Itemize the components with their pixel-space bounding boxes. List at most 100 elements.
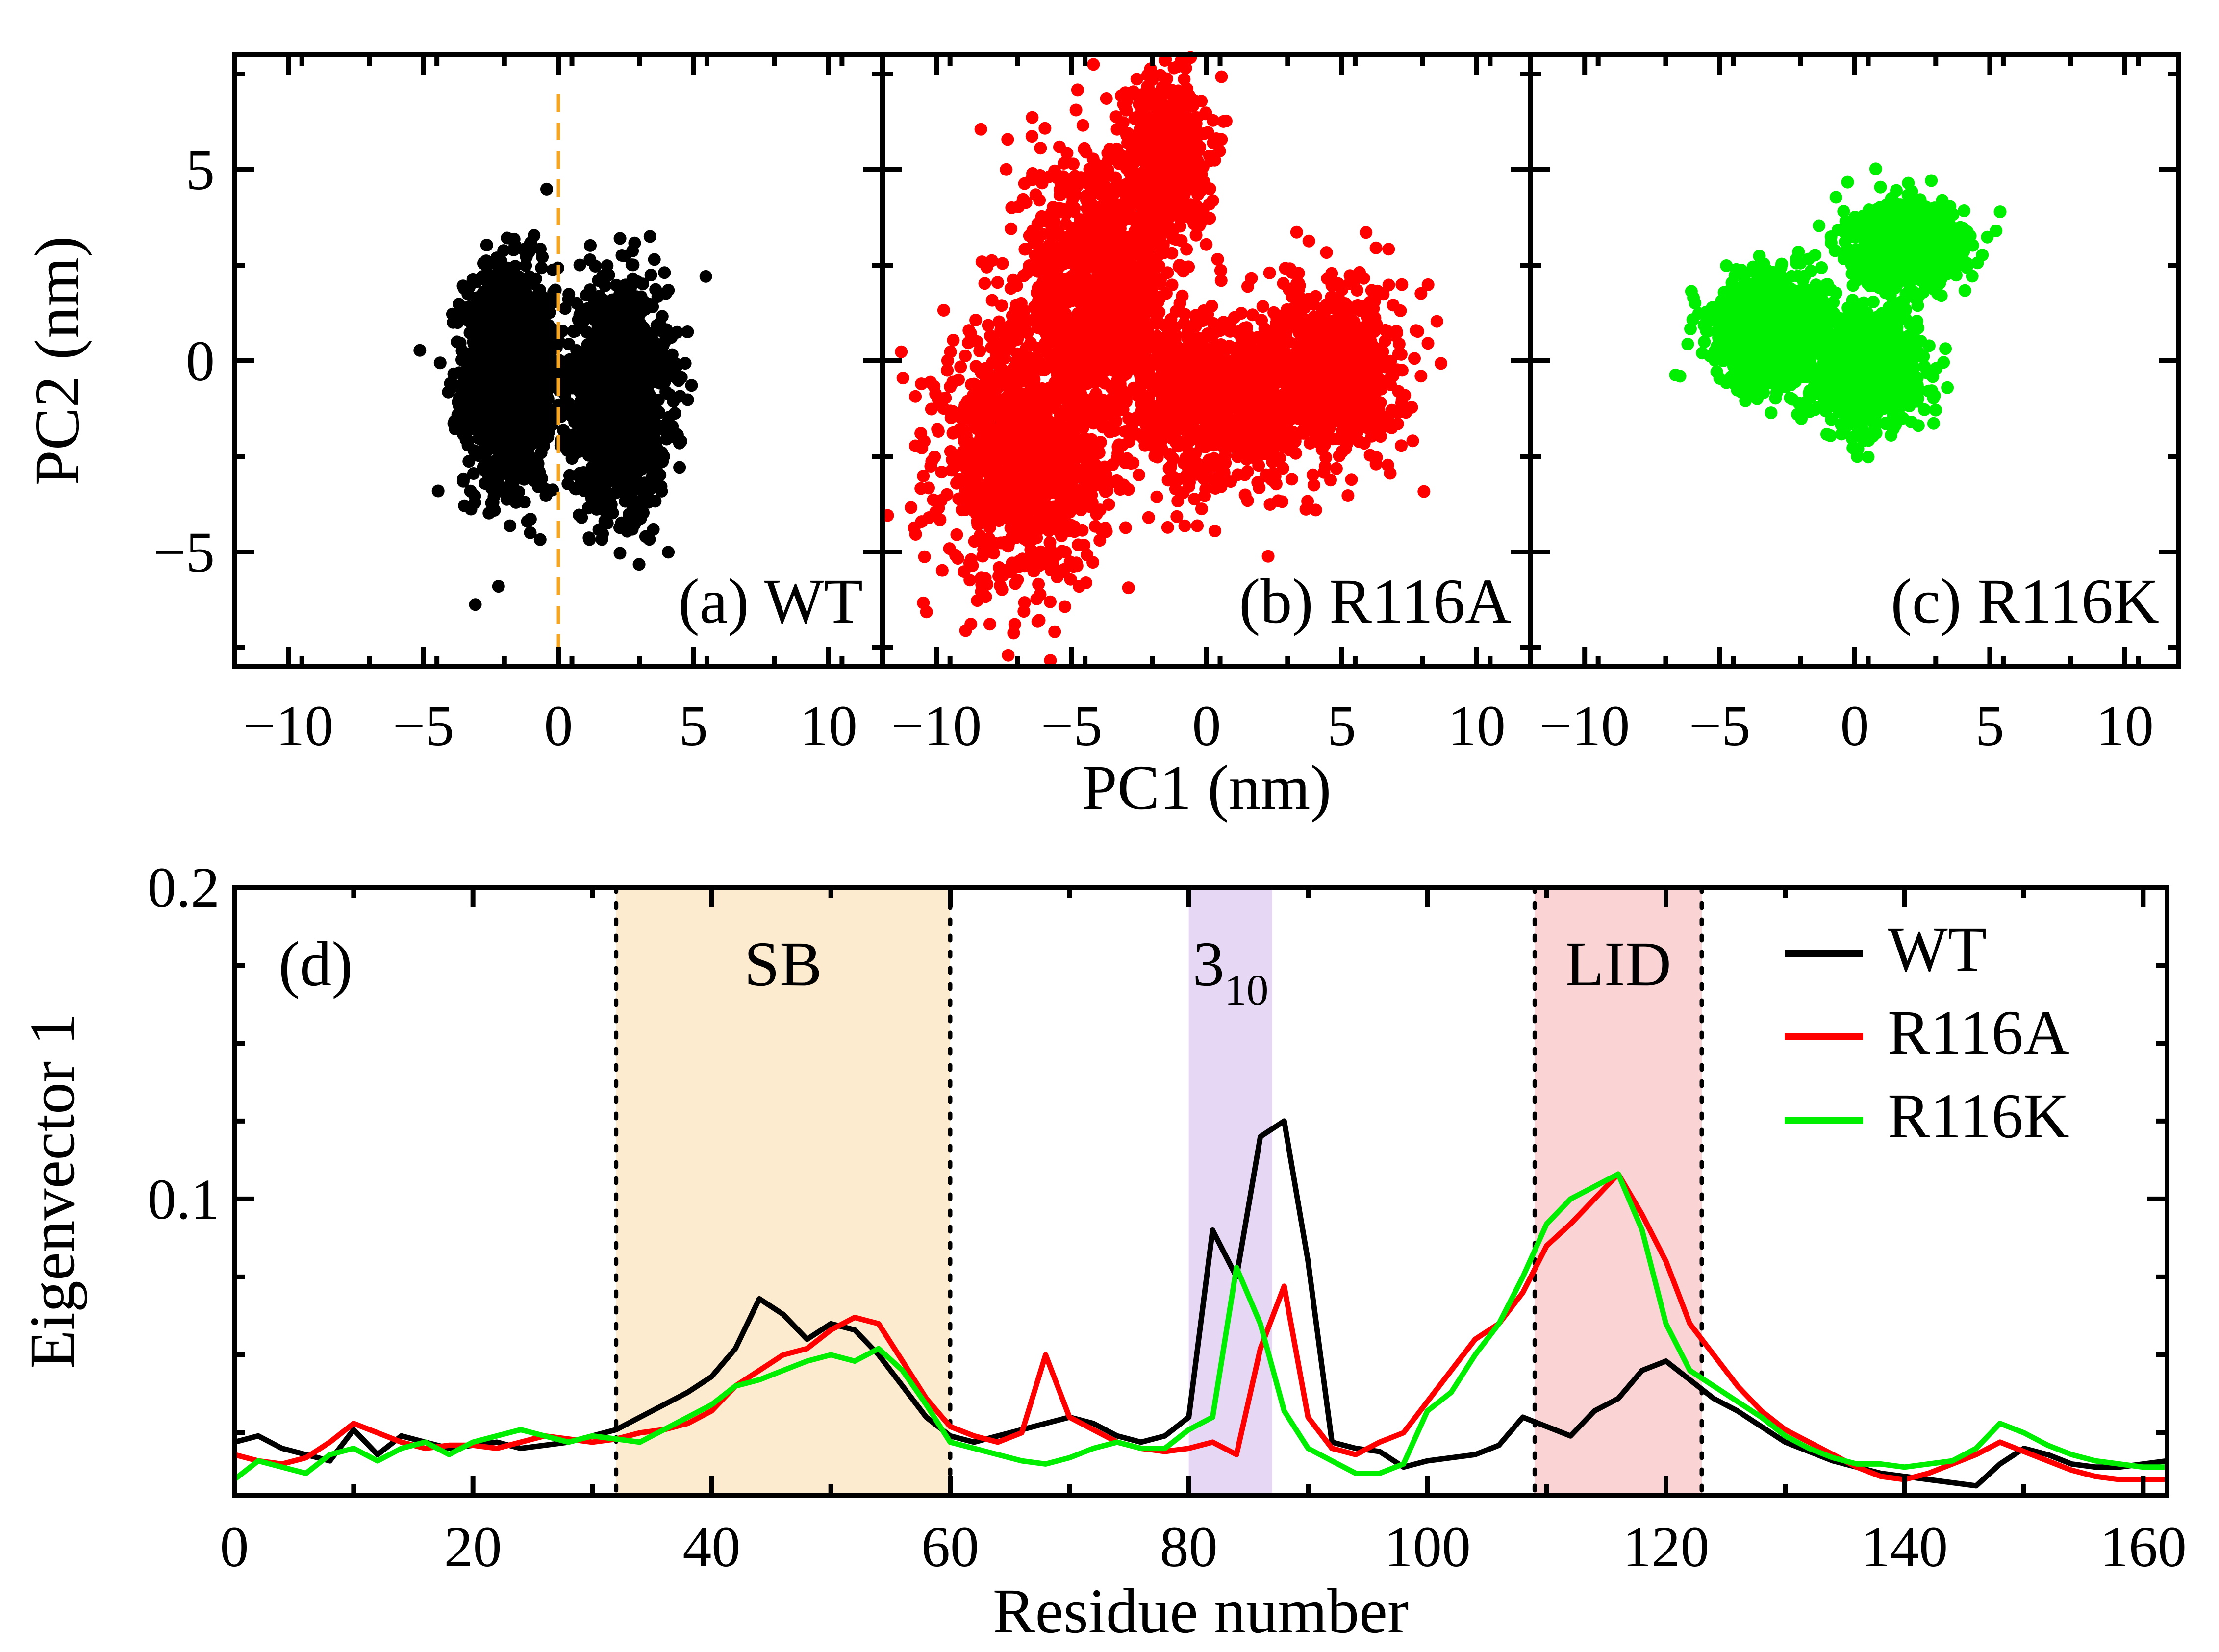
r116a-point xyxy=(1002,649,1015,662)
r116a-point xyxy=(1100,92,1113,105)
r116a-point xyxy=(895,345,908,358)
wt-point xyxy=(624,523,637,536)
r116a-point xyxy=(1054,409,1067,422)
r116a-point xyxy=(1040,471,1054,484)
r116a-point xyxy=(1053,352,1066,366)
r116a-point xyxy=(1027,565,1040,578)
r116a-point xyxy=(1030,592,1043,605)
r116a-point xyxy=(1070,556,1083,570)
r116a-point xyxy=(984,330,998,343)
r116a-point xyxy=(1048,625,1061,638)
wt-point xyxy=(665,331,678,344)
r116a-point xyxy=(975,255,988,269)
wt-point xyxy=(464,502,478,516)
wt-point xyxy=(459,433,473,446)
r116a-point xyxy=(1030,413,1043,426)
r116a-point xyxy=(995,474,1009,486)
r116a-point xyxy=(1076,119,1089,132)
wt-point xyxy=(511,418,525,431)
r116a-point xyxy=(968,535,981,548)
r116a-point xyxy=(1069,188,1082,201)
x-tick-label: −10 xyxy=(243,694,334,758)
wt-point xyxy=(604,339,617,352)
wt-point xyxy=(582,531,596,545)
r116a-point xyxy=(977,387,990,400)
r116a-point xyxy=(946,375,959,389)
wt-point xyxy=(469,598,482,611)
wt-point xyxy=(444,377,457,390)
wt-point xyxy=(550,410,563,424)
r116a-point xyxy=(1034,548,1047,561)
r116a-point xyxy=(946,426,959,440)
wt-point xyxy=(558,387,571,400)
wt-point xyxy=(630,294,643,307)
wt-point xyxy=(524,526,537,539)
wt-point xyxy=(486,342,499,355)
wt-point xyxy=(617,459,630,473)
r116a-point xyxy=(1086,152,1100,166)
r116a-point xyxy=(1211,253,1224,266)
r116a-point xyxy=(914,482,928,495)
wt-point xyxy=(433,356,447,370)
wt-point xyxy=(504,519,517,532)
panel-b-r116a: −10 −5 0 5 10 (b) R116A xyxy=(880,51,1533,758)
r116a-point xyxy=(1099,522,1112,535)
wt-point xyxy=(591,426,604,439)
wt-point xyxy=(536,377,550,390)
wt-point xyxy=(671,428,684,441)
wt-point xyxy=(539,417,553,430)
wt-point xyxy=(648,253,661,266)
wt-point xyxy=(630,454,643,468)
wt-point xyxy=(494,403,507,416)
x-tick-label: 10 xyxy=(800,694,857,758)
wt-point xyxy=(628,236,641,250)
r116a-point xyxy=(1009,441,1023,454)
wt-point xyxy=(624,375,637,389)
r116a-point xyxy=(1098,179,1111,192)
wt-point xyxy=(504,477,517,490)
r116a-point xyxy=(958,402,971,416)
r116a-point xyxy=(995,583,1009,596)
wt-point xyxy=(658,266,671,279)
r116a-point xyxy=(1023,229,1036,242)
wt-point xyxy=(650,338,663,351)
r116a-point xyxy=(1033,614,1046,627)
r116a-point xyxy=(925,455,938,468)
r116a-point xyxy=(1074,486,1087,500)
wt-point xyxy=(562,293,575,306)
r116a-point xyxy=(1035,382,1049,395)
wt-point xyxy=(583,253,597,266)
x-tick-label: −5 xyxy=(393,694,454,758)
wt-point xyxy=(507,243,520,256)
wt-point xyxy=(665,348,679,361)
r116a-point xyxy=(909,390,922,403)
r116a-point xyxy=(1059,218,1072,231)
wt-point xyxy=(456,475,470,488)
r116a-point xyxy=(935,466,948,479)
wt-point xyxy=(431,484,445,498)
r116a-point xyxy=(1053,140,1066,153)
wt-point xyxy=(585,350,599,363)
wt-point xyxy=(462,412,476,425)
wt-point xyxy=(464,423,478,436)
r116a-point xyxy=(988,512,1001,526)
wt-point xyxy=(574,395,587,408)
r116a-point xyxy=(966,501,980,514)
r116a-point xyxy=(1033,194,1046,207)
wt-point xyxy=(613,288,626,301)
r116a-point xyxy=(963,574,977,587)
r116a-point xyxy=(978,277,991,290)
wt-point xyxy=(492,580,505,593)
r116a-point xyxy=(1058,157,1071,170)
wt-point xyxy=(585,490,598,503)
r116a-point xyxy=(1040,423,1053,436)
r116a-point xyxy=(1005,201,1018,214)
wt-point xyxy=(527,277,540,290)
wt-point xyxy=(538,402,552,415)
wt-point xyxy=(639,302,652,316)
r116a-point xyxy=(971,457,984,470)
r116a-point xyxy=(1043,536,1057,549)
r116a-point xyxy=(1036,362,1050,375)
r116a-point xyxy=(1068,525,1081,538)
wt-point xyxy=(544,346,557,358)
